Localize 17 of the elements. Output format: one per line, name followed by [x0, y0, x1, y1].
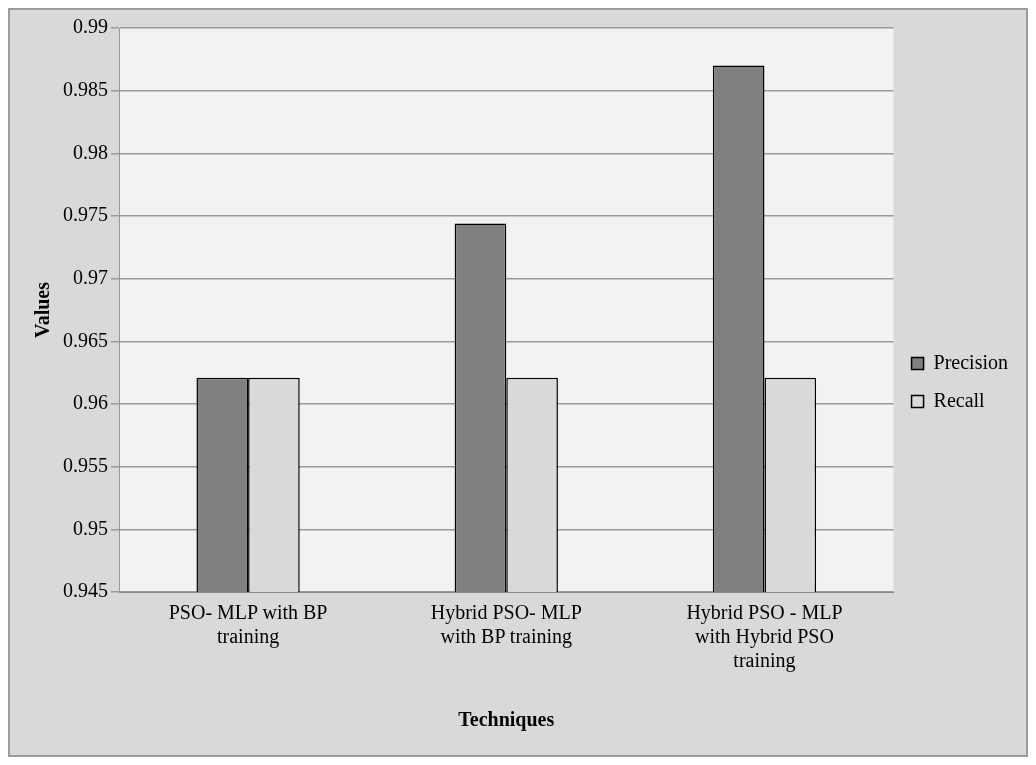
- y-tick-label: 0.985: [63, 77, 108, 100]
- y-axis-title: Values: [31, 281, 54, 338]
- y-tick-label: 0.945: [63, 579, 108, 602]
- y-tick-label: 0.975: [63, 203, 108, 226]
- y-tick-label: 0.98: [73, 140, 108, 163]
- x-tick-label: Hybrid PSO- MLP with BP training: [430, 601, 582, 649]
- y-tick-label: 0.96: [73, 391, 108, 414]
- legend-label: Recall: [933, 388, 986, 411]
- y-tick-label: 0.99: [73, 15, 108, 38]
- y-tick-label: 0.955: [63, 453, 108, 476]
- y-tick-label: 0.95: [73, 516, 108, 539]
- y-tick-label: 0.97: [73, 265, 108, 288]
- x-tick-label: PSO- MLP with BP training: [168, 601, 328, 649]
- x-axis-title: Techniques: [458, 708, 555, 732]
- legend-label: Precision: [933, 350, 1008, 373]
- x-tick-label: Hybrid PSO - MLP with Hybrid PSO training: [686, 601, 843, 673]
- y-tick-label: 0.965: [63, 328, 108, 351]
